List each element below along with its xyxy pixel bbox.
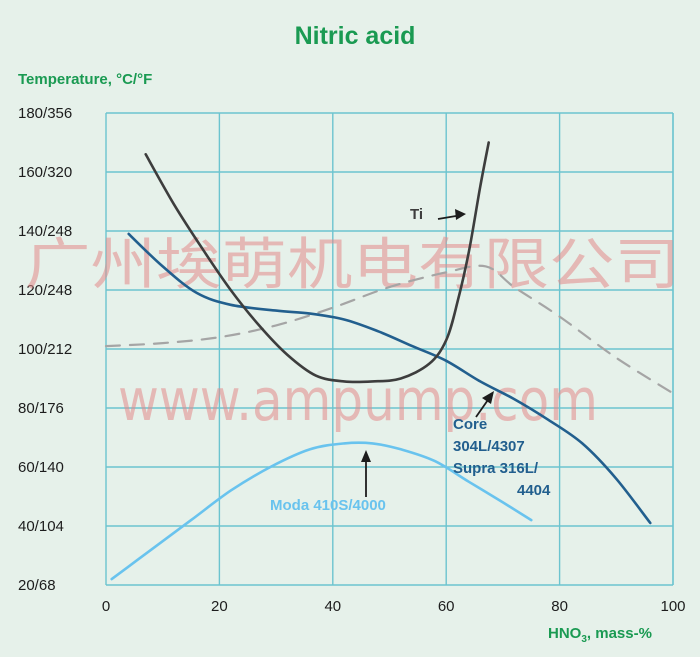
x-tick-label: 20 — [211, 598, 228, 615]
y-axis-title: Temperature, °C/°F — [18, 71, 152, 88]
x-axis-title-subscript: 3 — [581, 634, 587, 645]
x-tick-label: 40 — [324, 598, 341, 615]
y-tick-label: 160/320 — [18, 164, 72, 181]
x-tick-label: 80 — [551, 598, 568, 615]
y-tick-label: 60/140 — [18, 459, 64, 476]
annotation-ti: Ti — [410, 206, 423, 223]
chart-title: Nitric acid — [295, 22, 416, 50]
y-tick-label: 80/176 — [18, 400, 64, 417]
x-tick-label: 60 — [438, 598, 455, 615]
x-tick-labels: 0 20 40 60 80 100 — [102, 598, 686, 615]
y-tick-label: 120/248 — [18, 282, 72, 299]
series-line-moda — [110, 441, 533, 581]
core-arrow-head — [482, 391, 494, 404]
series-lines — [104, 141, 675, 581]
y-tick-label: 20/68 — [18, 577, 56, 594]
watermark-latin: www.ampump.com — [118, 366, 598, 434]
grid — [105, 112, 674, 586]
y-tick-label: 140/248 — [18, 223, 72, 240]
watermark-chinese: 广州埃萌机电有限公司 — [25, 233, 680, 298]
annotation-arrows — [361, 209, 494, 497]
x-axis-title: HNO3, mass-% — [548, 625, 652, 645]
annotation-304l: 304L/4307 — [453, 438, 525, 455]
y-tick-label: 180/356 — [18, 105, 72, 122]
x-tick-label: 100 — [660, 598, 685, 615]
y-tick-label: 100/212 — [18, 341, 72, 358]
annotation-4404: 4404 — [517, 482, 551, 499]
x-tick-label: 0 — [102, 598, 110, 615]
x-axis-title-rest: , mass-% — [587, 625, 652, 642]
y-tick-labels: 20/68 40/104 60/140 80/176 100/212 120/248 140… — [18, 105, 72, 594]
moda-arrow-head — [361, 450, 371, 462]
series-line-core-supra — [127, 232, 652, 525]
y-tick-label: 40/104 — [18, 518, 64, 535]
series-line-ti — [144, 141, 490, 384]
annotation-supra: Supra 316L/ — [453, 460, 539, 477]
annotation-moda: Moda 410S/4000 — [270, 497, 386, 514]
annotation-core: Core — [453, 416, 487, 433]
ti-arrow-head — [455, 209, 466, 220]
x-axis-title-main: HNO — [548, 625, 582, 642]
